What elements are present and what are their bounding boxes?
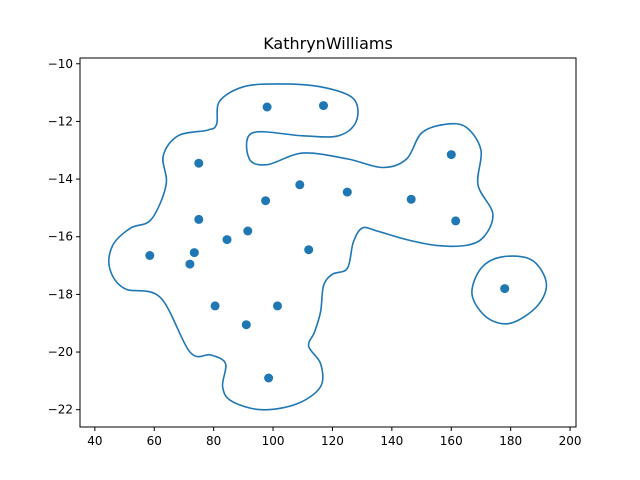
point-layer: [145, 101, 510, 383]
data-point-9: [194, 214, 204, 224]
data-point-6: [342, 187, 352, 197]
x-tick-label: 160: [440, 434, 463, 448]
x-tick-label: 120: [321, 434, 344, 448]
x-tick-label: 180: [499, 434, 522, 448]
data-point-13: [304, 245, 314, 255]
plot-frame: [79, 57, 577, 428]
x-tick-label: 200: [559, 434, 582, 448]
contour-layer: [108, 83, 548, 411]
data-point-5: [295, 180, 305, 190]
x-tick-label: 80: [206, 434, 221, 448]
data-point-21: [264, 373, 274, 383]
x-tick-label: 60: [147, 434, 162, 448]
y-tick-label: −16: [48, 230, 73, 244]
y-tick-label: −20: [48, 345, 73, 359]
contour-line-1: [108, 83, 494, 411]
data-point-1: [262, 102, 272, 112]
data-point-15: [145, 251, 155, 260]
y-tick-label: −10: [48, 57, 73, 71]
data-point-11: [243, 226, 253, 236]
data-point-4: [446, 150, 456, 160]
chart-title: KathrynWilliams: [263, 34, 393, 53]
y-tick-label: −12: [48, 114, 73, 128]
data-point-19: [273, 301, 282, 311]
data-point-14: [189, 248, 199, 258]
y-tick-label: −22: [48, 403, 73, 417]
data-point-16: [185, 259, 195, 269]
data-point-7: [261, 196, 271, 206]
data-point-10: [451, 216, 461, 226]
data-point-18: [210, 301, 220, 311]
x-tick-label: 140: [380, 434, 403, 448]
y-tick-label: −18: [48, 287, 73, 301]
data-point-2: [319, 101, 328, 111]
y-axis: −22 −20 −18 −16 −14 −12 −10: [48, 57, 80, 417]
data-point-3: [194, 158, 204, 168]
data-point-12: [222, 235, 232, 245]
x-tick-label: 40: [87, 434, 102, 448]
x-axis: 40 60 80 100 120 140 160 180 200: [87, 427, 582, 448]
y-tick-label: −14: [48, 172, 73, 186]
data-point-8: [406, 194, 416, 204]
data-point-17: [500, 284, 510, 294]
data-point-20: [241, 320, 251, 330]
contour-line-2: [471, 255, 548, 325]
x-tick-label: 100: [262, 434, 285, 448]
